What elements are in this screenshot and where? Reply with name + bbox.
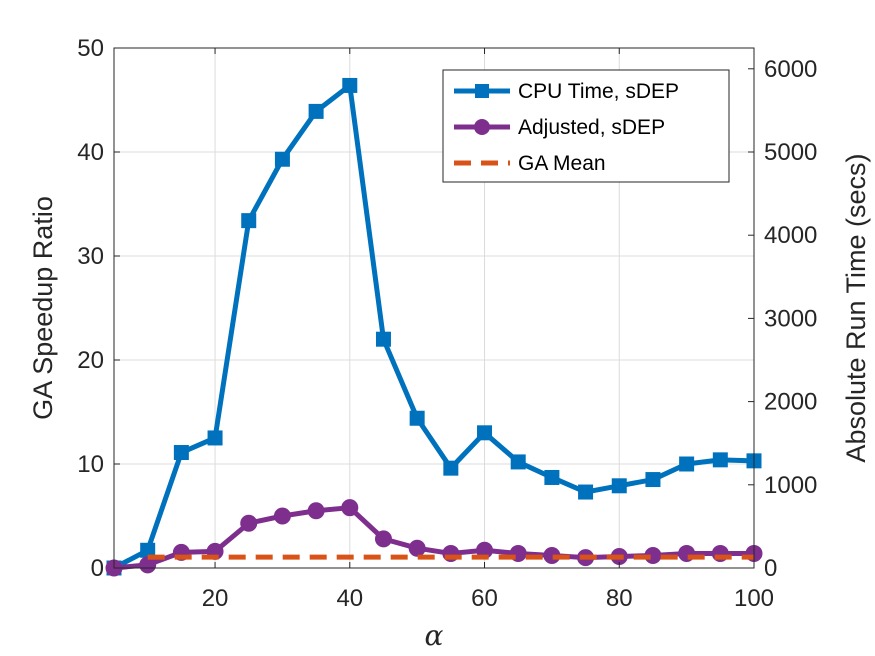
y-tick-label: 20 bbox=[77, 347, 104, 374]
y-tick-label: 10 bbox=[77, 451, 104, 478]
series-layer bbox=[105, 77, 763, 577]
data-point-square bbox=[375, 331, 391, 347]
data-point-square bbox=[477, 425, 493, 441]
legend-swatch-circle bbox=[474, 119, 490, 135]
data-point-square bbox=[645, 472, 661, 488]
y-tick-label: 50 bbox=[77, 35, 104, 62]
data-point-square bbox=[409, 410, 425, 426]
data-point-square bbox=[578, 484, 594, 500]
data-point-square bbox=[308, 103, 324, 119]
legend-swatch-square bbox=[475, 84, 489, 98]
y2-tick-label: 6000 bbox=[764, 56, 817, 83]
data-point-circle bbox=[240, 514, 258, 532]
legend-item: Adjusted, sDEP bbox=[454, 116, 665, 139]
y2-tick-label: 0 bbox=[764, 555, 777, 582]
y-tick-label: 0 bbox=[91, 555, 104, 582]
data-point-circle bbox=[307, 502, 325, 520]
x-tick-label: 80 bbox=[606, 585, 633, 612]
x-tick-label: 40 bbox=[336, 585, 363, 612]
legend: CPU Time, sDEP Adjusted, sDEP GA Mean bbox=[442, 69, 730, 183]
y2-tick-label: 3000 bbox=[764, 305, 817, 332]
y2-tick-label: 4000 bbox=[764, 222, 817, 249]
legend-label: CPU Time, sDEP bbox=[518, 80, 679, 103]
y2-tick-label: 5000 bbox=[764, 139, 817, 166]
data-point-square bbox=[173, 445, 189, 461]
y2-axis-label: Absolute Run Time (secs) bbox=[841, 153, 871, 462]
x-tick-label: 20 bbox=[202, 585, 229, 612]
data-point-square bbox=[544, 469, 560, 485]
data-point-square bbox=[207, 430, 223, 446]
y-tick-label: 30 bbox=[77, 243, 104, 270]
data-point-circle bbox=[374, 530, 392, 548]
data-point-square bbox=[443, 460, 459, 476]
data-point-square bbox=[679, 456, 695, 472]
y-tick-label: 40 bbox=[77, 139, 104, 166]
data-point-square bbox=[274, 151, 290, 167]
plot-frame bbox=[113, 47, 755, 569]
data-point-circle bbox=[408, 539, 426, 557]
data-point-square bbox=[241, 213, 257, 229]
ticks: 20 40 60 80 10001020304050010002000300040005… bbox=[77, 35, 817, 612]
legend-item: CPU Time, sDEP bbox=[454, 80, 679, 103]
data-point-circle bbox=[273, 507, 291, 525]
x-tick-label: 60 bbox=[471, 585, 498, 612]
data-point-circle bbox=[341, 499, 359, 517]
x-tick-label: 100 bbox=[734, 585, 774, 612]
y-axis-label: GA Speedup Ratio bbox=[28, 196, 58, 420]
data-point-square bbox=[712, 452, 728, 468]
x-axis-label: α bbox=[425, 619, 444, 652]
legend-label: Adjusted, sDEP bbox=[518, 116, 665, 139]
y2-tick-label: 1000 bbox=[764, 472, 817, 499]
data-point-square bbox=[342, 77, 358, 93]
data-point-square bbox=[510, 454, 526, 470]
legend-label: GA Mean bbox=[518, 152, 606, 175]
data-point-square bbox=[611, 478, 627, 494]
legend-item: GA Mean bbox=[454, 152, 606, 175]
y2-tick-label: 2000 bbox=[764, 389, 817, 416]
